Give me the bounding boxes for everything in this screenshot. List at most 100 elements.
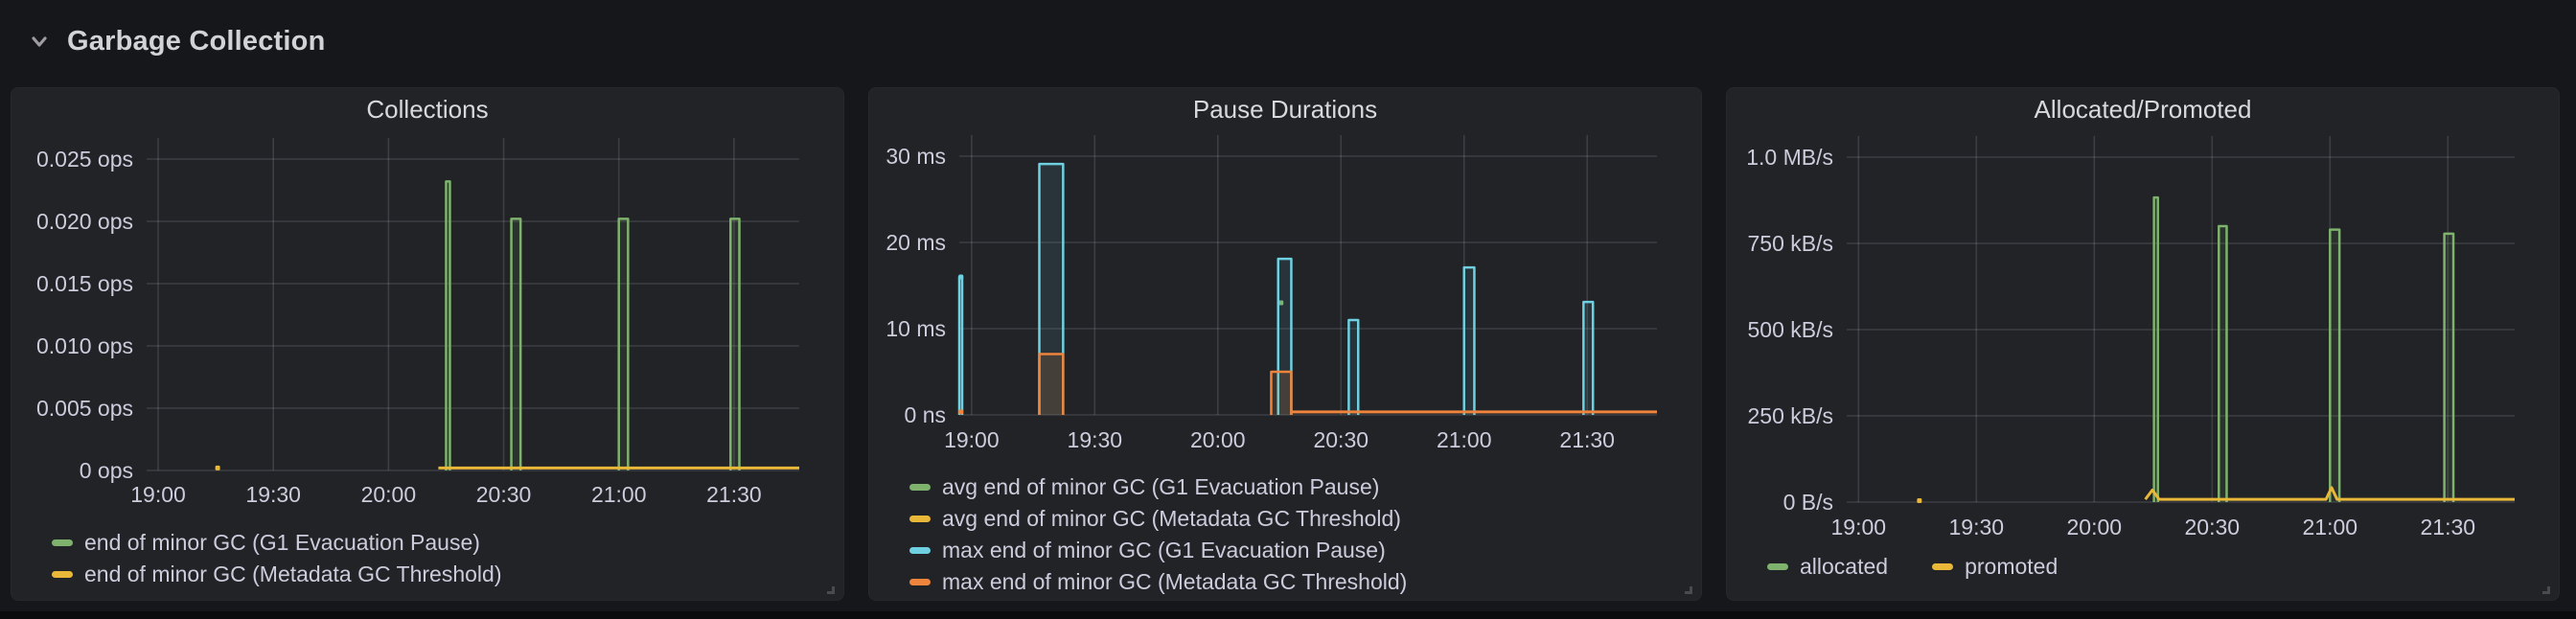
series-bar-fill [1348,320,1359,415]
x-axis-tick-label: 19:00 [944,427,1000,452]
legend-label: end of minor GC (Metadata GC Threshold) [84,562,502,586]
series-point [1917,498,1922,504]
series-bar [1462,265,1476,415]
series-bar [1347,318,1360,415]
series-bar [2152,195,2159,502]
series-bar-fill [1583,302,1594,415]
y-axis-tick-label: 0 B/s [1783,490,1833,515]
series-bar-fill [2444,233,2454,503]
x-axis-tick-label: 20:30 [476,482,532,507]
x-axis-tick-label: 21:00 [1437,427,1492,452]
x-axis-tick-label: 20:30 [1313,427,1368,452]
y-axis-tick-label: 1.0 MB/s [1746,145,1833,170]
legend-swatch-icon [52,539,73,546]
series-bar-fill [618,218,629,470]
x-axis-tick-label: 20:00 [361,482,417,507]
legend: allocated promoted [1767,551,2058,583]
legend-item[interactable]: end of minor GC (G1 Evacuation Pause) [52,527,501,559]
legend-swatch-icon [909,547,931,554]
series-bar-fill [1039,164,1064,415]
legend-label: max end of minor GC (Metadata GC Thresho… [942,569,1408,594]
x-axis-tick-label: 21:30 [1559,427,1615,452]
series-bar [510,218,522,470]
x-axis-tick-label: 19:00 [130,482,186,507]
legend-label: allocated [1800,554,1889,579]
series-bar [1270,370,1293,415]
series-bar [729,218,741,470]
legend-item[interactable]: avg end of minor GC (Metadata GC Thresho… [909,503,1407,535]
x-axis-tick-label: 19:30 [1949,515,2005,539]
series-bar-fill [1277,259,1292,415]
legend-swatch-icon [1767,563,1788,570]
series-bar [1276,257,1293,415]
series-bar-fill [1271,372,1292,415]
legend-item[interactable]: promoted [1932,551,2058,583]
resize-handle-icon[interactable] [824,582,838,595]
x-axis-tick-label: 21:00 [591,482,647,507]
y-axis-tick-label: 30 ms [886,144,946,169]
x-axis-tick-label: 21:00 [2303,515,2358,539]
panel-title[interactable]: Collections [366,95,489,124]
series-point [958,409,964,415]
legend-label: max end of minor GC (G1 Evacuation Pause… [942,538,1386,562]
series-bar [1038,353,1065,415]
series-bar [1582,300,1595,415]
series-line [2144,486,2515,501]
legend-item[interactable]: max end of minor GC (G1 Evacuation Pause… [909,535,1407,566]
dashboard-row-header: Garbage Collection [0,0,2576,82]
x-axis-tick-label: 19:30 [245,482,301,507]
y-axis-tick-label: 20 ms [886,230,946,255]
legend-swatch-icon [909,579,931,585]
row-title[interactable]: Garbage Collection [67,25,326,57]
series-bar-fill [2219,226,2227,502]
series-point [1278,300,1284,306]
series-bar-fill [1039,354,1064,415]
series-point [215,465,220,470]
series-bar [445,180,451,470]
resize-handle-icon[interactable] [2540,582,2553,595]
series-bar-fill [730,218,740,470]
series-bar-fill [1463,267,1475,415]
chevron-down-icon[interactable] [25,27,54,56]
legend-swatch-icon [909,516,931,522]
y-axis-tick-label: 750 kB/s [1748,231,1834,256]
y-axis-tick-label: 0 ns [905,402,946,427]
series-bar [2218,224,2228,502]
x-axis-tick-label: 20:00 [1190,427,1246,452]
x-axis-tick-label: 19:30 [1068,427,1123,452]
series-bar [617,218,630,470]
legend-swatch-icon [52,571,73,578]
y-axis-tick-label: 0 ops [80,458,133,483]
legend-item[interactable]: avg end of minor GC (G1 Evacuation Pause… [909,471,1407,503]
legend-swatch-icon [909,484,931,491]
panel-title[interactable]: Pause Durations [1192,95,1378,124]
y-axis-tick-label: 500 kB/s [1748,317,1834,342]
legend-item[interactable]: end of minor GC (Metadata GC Threshold) [52,559,501,590]
legend-label: promoted [1965,554,2058,579]
y-axis-tick-label: 0.010 ops [36,333,133,358]
panel-collections: Collections 0.025 ops 0.020 ops 0.015 ops 0… [11,87,844,601]
y-axis-tick-label: 0.020 ops [36,209,133,234]
resize-handle-icon[interactable] [1682,582,1695,595]
viewport-bottom-edge [0,611,2576,619]
legend-item[interactable]: max end of minor GC (Metadata GC Thresho… [909,566,1407,598]
collections-chart[interactable]: 0.025 ops 0.020 ops 0.015 ops 0.010 ops 0.00… [12,88,845,602]
series-bar [1038,162,1065,415]
y-axis-tick-label: 0.025 ops [36,147,133,172]
x-axis-tick-label: 19:00 [1831,515,1887,539]
x-axis-tick-label: 20:30 [2185,515,2241,539]
y-axis-tick-label: 10 ms [886,316,946,341]
series-bar [2443,232,2455,502]
series-bar-fill [2330,229,2340,502]
legend-label: end of minor GC (G1 Evacuation Pause) [84,530,480,555]
legend-swatch-icon [1932,563,1954,570]
legend-label: avg end of minor GC (Metadata GC Thresho… [942,506,1401,531]
y-axis-tick-label: 250 kB/s [1748,403,1834,428]
y-axis-tick-label: 0.015 ops [36,271,133,296]
panel-pause-durations: Pause Durations 30 ms 20 ms 10 ms 0 ns 19:00… [868,87,1702,601]
legend: end of minor GC (G1 Evacuation Pause) end… [52,527,501,590]
legend-item[interactable]: allocated [1767,551,1888,583]
panel-title[interactable]: Allocated/Promoted [2034,95,2252,124]
